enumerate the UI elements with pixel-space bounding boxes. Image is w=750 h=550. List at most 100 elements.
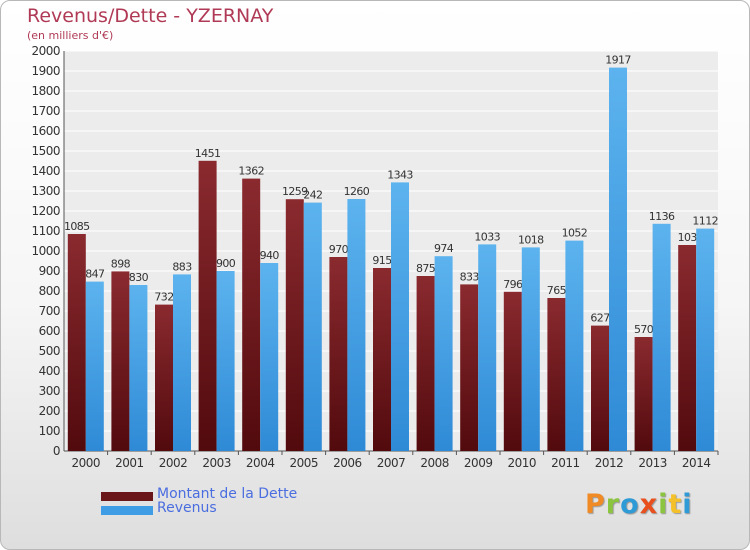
logo-letter: o bbox=[620, 489, 640, 520]
data-label-revenus: 1343 bbox=[387, 168, 413, 181]
data-label-revenus: 900 bbox=[216, 257, 236, 270]
x-tick-label: 2014 bbox=[682, 456, 711, 470]
bar-dette bbox=[678, 245, 697, 451]
x-tick-label: 2008 bbox=[420, 456, 449, 470]
data-label-revenus: 1260 bbox=[344, 185, 370, 198]
bar-dette bbox=[155, 304, 173, 451]
x-tick-label: 2002 bbox=[159, 456, 188, 470]
bar-dette bbox=[67, 234, 86, 451]
x-tick-label: 2013 bbox=[638, 456, 667, 470]
bar-revenus bbox=[216, 271, 235, 451]
y-tick-label: 900 bbox=[39, 264, 60, 278]
data-label-dette: 833 bbox=[460, 270, 480, 283]
y-tick-label: 1900 bbox=[31, 64, 60, 78]
bar-dette bbox=[111, 271, 130, 451]
bar-revenus bbox=[696, 228, 715, 451]
data-label-revenus: 940 bbox=[260, 249, 280, 262]
data-label-revenus: 1018 bbox=[518, 233, 544, 246]
data-label-dette: 898 bbox=[111, 257, 131, 270]
x-tick-label: 2010 bbox=[508, 456, 537, 470]
bar-dette bbox=[329, 257, 348, 451]
data-label-dette: 570 bbox=[634, 323, 654, 336]
x-tick-label: 2007 bbox=[377, 456, 406, 470]
x-tick-label: 2006 bbox=[333, 456, 362, 470]
y-tick-label: 1100 bbox=[31, 224, 60, 238]
logo-letter: r bbox=[605, 489, 621, 520]
bar-dette bbox=[198, 160, 217, 452]
y-tick-label: 0 bbox=[53, 444, 60, 458]
data-label-revenus: 1112 bbox=[692, 215, 718, 228]
bar-dette bbox=[634, 337, 653, 451]
y-tick-label: 1300 bbox=[31, 184, 60, 198]
bar-revenus bbox=[303, 202, 322, 451]
y-tick-label: 2000 bbox=[31, 44, 60, 58]
data-label-dette: 627 bbox=[590, 312, 610, 325]
y-tick-label: 400 bbox=[39, 364, 60, 378]
data-label-revenus: 1136 bbox=[649, 210, 675, 223]
y-tick-label: 1500 bbox=[31, 144, 60, 158]
data-label-revenus: 1917 bbox=[605, 54, 631, 67]
bar-revenus bbox=[478, 244, 497, 451]
y-tick-label: 600 bbox=[39, 324, 60, 338]
data-label-revenus: 974 bbox=[434, 242, 454, 255]
data-label-dette: 796 bbox=[503, 278, 523, 291]
x-tick-label: 2000 bbox=[72, 456, 101, 470]
bar-dette bbox=[460, 284, 479, 451]
data-label-revenus: 847 bbox=[85, 268, 105, 281]
bar-dette bbox=[242, 178, 261, 451]
bar-dette bbox=[373, 268, 391, 451]
bar-revenus bbox=[434, 256, 453, 451]
bar-revenus bbox=[391, 182, 409, 451]
data-label-dette: 970 bbox=[329, 243, 349, 256]
bar-dette bbox=[285, 199, 304, 451]
y-tick-label: 1400 bbox=[31, 164, 60, 178]
bar-dette bbox=[503, 291, 522, 451]
x-tick-label: 2005 bbox=[290, 456, 319, 470]
logo-letter: i bbox=[658, 489, 669, 520]
data-label-dette: 765 bbox=[547, 284, 567, 297]
x-tick-label: 2001 bbox=[115, 456, 144, 470]
data-label-dette: 915 bbox=[372, 254, 392, 267]
y-tick-label: 200 bbox=[39, 404, 60, 418]
x-tick-label: 2012 bbox=[595, 456, 624, 470]
y-tick-label: 1700 bbox=[31, 104, 60, 118]
x-tick-label: 2009 bbox=[464, 456, 493, 470]
data-label-revenus: 830 bbox=[129, 271, 149, 284]
bar-revenus bbox=[521, 247, 540, 451]
bar-revenus bbox=[347, 199, 366, 451]
data-label-revenus: 1033 bbox=[474, 230, 500, 243]
bar-revenus bbox=[260, 263, 279, 451]
data-label-dette: 103 bbox=[678, 231, 698, 244]
logo-letter: x bbox=[639, 489, 659, 520]
chart-title: Revenus/Dette - YZERNAY bbox=[27, 5, 274, 27]
x-tick-label: 2004 bbox=[246, 456, 275, 470]
chart-subtitle: (en milliers d'€) bbox=[27, 29, 114, 42]
bar-dette bbox=[591, 325, 609, 451]
data-label-revenus: 883 bbox=[172, 260, 192, 273]
y-tick-label: 1600 bbox=[31, 124, 60, 138]
x-tick-label: 2003 bbox=[202, 456, 231, 470]
bar-revenus bbox=[129, 285, 148, 451]
bar-dette bbox=[547, 298, 566, 451]
legend-label-dette: Montant de la Dette bbox=[157, 486, 298, 502]
y-tick-label: 1800 bbox=[31, 84, 60, 98]
data-label-dette: 732 bbox=[154, 291, 173, 304]
bar-revenus bbox=[652, 223, 671, 451]
legend-swatch-dette bbox=[101, 492, 153, 501]
bar-dette bbox=[416, 276, 435, 451]
legend-label-revenus: Revenus bbox=[157, 500, 217, 516]
data-label-revenus: 1052 bbox=[562, 227, 588, 240]
bar-revenus bbox=[609, 67, 627, 451]
bar-revenus bbox=[565, 240, 584, 451]
data-label-dette: 1451 bbox=[195, 147, 221, 160]
y-tick-label: 1000 bbox=[31, 244, 60, 258]
logo-letter: P bbox=[585, 489, 606, 520]
bar-revenus bbox=[85, 281, 104, 451]
logo-letter: i bbox=[682, 489, 693, 520]
logo-letter: t bbox=[668, 489, 683, 520]
y-tick-label: 500 bbox=[39, 344, 60, 358]
y-tick-label: 100 bbox=[39, 424, 60, 438]
legend-swatch-revenus bbox=[101, 506, 153, 515]
